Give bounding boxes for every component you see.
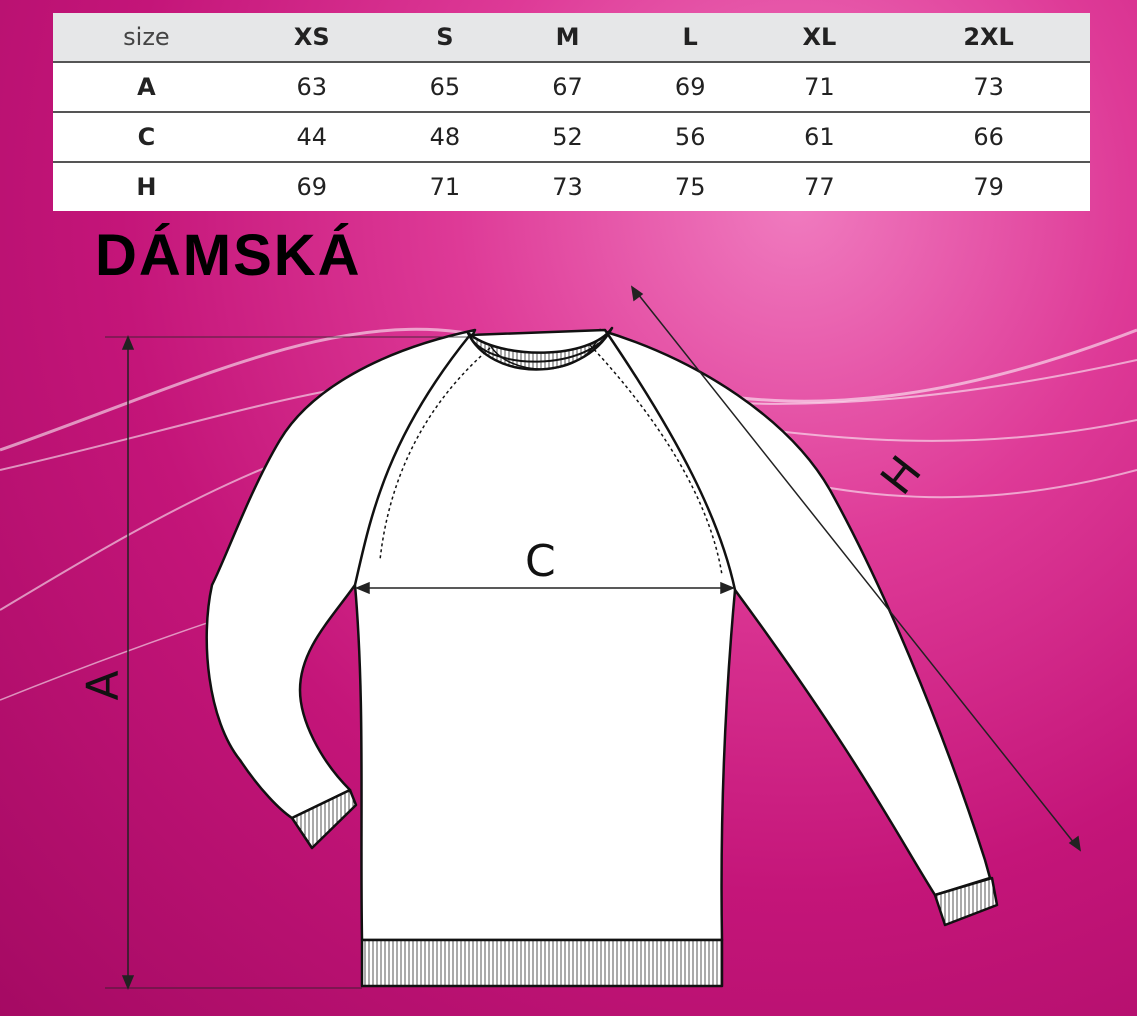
row-label: A (53, 62, 240, 113)
header-cell: XS (239, 13, 384, 63)
table-cell: 79 (973, 173, 1004, 201)
table-header-row: size XS S M L XL 2XL (53, 13, 1090, 63)
table-cell: 67 (506, 62, 629, 113)
table-cell: 73 (887, 62, 1090, 113)
hem-band (360, 938, 724, 988)
table-row: H 69 71 73 75 77 79 (53, 162, 1090, 211)
table-cell: 44 (239, 112, 384, 163)
row-label: H (136, 173, 157, 201)
table-row: C 44 48 52 56 61 66 (53, 112, 1090, 163)
page-title: DÁMSKÁ (95, 223, 362, 288)
header-cell: M (506, 13, 629, 63)
header-cell: size (53, 13, 240, 63)
table-cell: 65 (383, 62, 507, 113)
table-cell: 66 (887, 112, 1090, 163)
right-sleeve (598, 328, 992, 897)
table-cell: 71 (429, 173, 461, 201)
body (353, 328, 737, 942)
table-cell: 73 (552, 173, 583, 201)
table-cell: 61 (751, 112, 888, 163)
table-cell: 75 (674, 173, 706, 201)
header-cell: 2XL (887, 13, 1090, 63)
dimension-h-line (633, 288, 1079, 849)
table-cell: 77 (804, 173, 835, 201)
size-table: size XS S M L XL 2XL A 63 65 67 69 71 73 C 44 48 5… (53, 13, 1090, 211)
header-cell: L (628, 13, 752, 63)
table-row: A 63 65 67 69 71 73 (53, 62, 1090, 113)
table-cell: 69 (628, 62, 752, 113)
table-cell: 56 (628, 112, 752, 163)
row-label: C (53, 112, 240, 163)
table-cell: 63 (239, 62, 384, 113)
left-cuff (290, 788, 358, 850)
header-cell: XL (751, 13, 888, 63)
table-cell: 69 (296, 173, 327, 201)
header-cell: S (383, 13, 507, 63)
right-cuff (933, 876, 999, 927)
table-cell: 48 (383, 112, 507, 163)
table-cell: 71 (751, 62, 888, 113)
dimension-c-label: C (525, 536, 556, 587)
table-cell: 52 (506, 112, 629, 163)
dimension-a-label: A (77, 670, 129, 701)
